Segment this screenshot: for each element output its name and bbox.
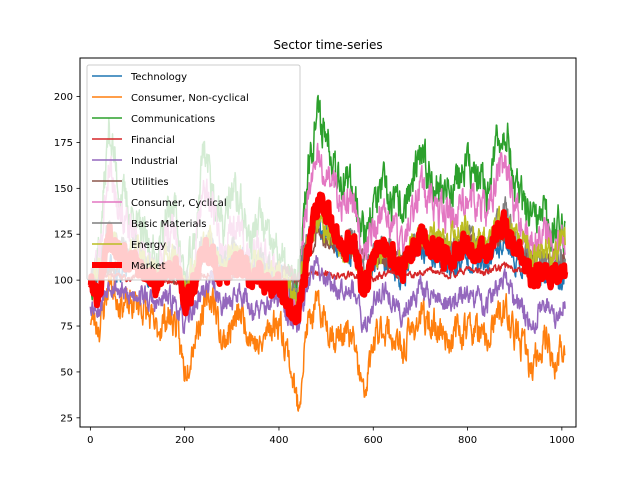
- y-tick-label: 175: [54, 138, 73, 149]
- axes-frame: [79, 57, 577, 428]
- legend-box: [86, 64, 301, 281]
- y-tick-label: 150: [54, 184, 73, 195]
- y-tick-label: 200: [54, 92, 73, 103]
- y-tick-label: 100: [54, 276, 73, 287]
- legend-label: Utilities: [131, 177, 169, 188]
- series-line-consumer-non-cyclical: [89, 269, 566, 412]
- legend-label: Technology: [130, 72, 187, 83]
- x-tick-label: 800: [458, 435, 477, 446]
- y-tick-label: 50: [60, 367, 73, 378]
- y-tick-label: 25: [60, 413, 73, 424]
- legend-label: Energy: [131, 240, 166, 251]
- legend-label: Consumer, Non-cyclical: [131, 93, 249, 104]
- x-axis: 0 200 400 600 800 1000: [87, 427, 575, 446]
- chart-title: Sector time-series: [273, 38, 382, 52]
- x-tick-label: 0: [87, 435, 93, 446]
- series-line-financial: [89, 261, 566, 288]
- legend-label: Market: [131, 261, 165, 272]
- legend: Technology Consumer, Non-cyclical Communic…: [86, 64, 301, 281]
- y-tick-label: 75: [60, 322, 73, 333]
- series-line-industrial: [89, 255, 566, 335]
- legend-label: Communications: [131, 114, 215, 125]
- legend-label: Basic Materials: [131, 219, 207, 230]
- x-tick-label: 1000: [549, 435, 574, 446]
- legend-label: Industrial: [131, 156, 178, 167]
- y-tick-label: 125: [54, 230, 73, 241]
- y-axis: 25 50 75 100 125 150 175 200: [54, 92, 80, 424]
- x-tick-label: 200: [175, 435, 194, 446]
- x-tick-label: 600: [364, 435, 383, 446]
- x-tick-label: 400: [269, 435, 288, 446]
- legend-label: Financial: [131, 135, 175, 146]
- legend-label: Consumer, Cyclical: [131, 198, 227, 209]
